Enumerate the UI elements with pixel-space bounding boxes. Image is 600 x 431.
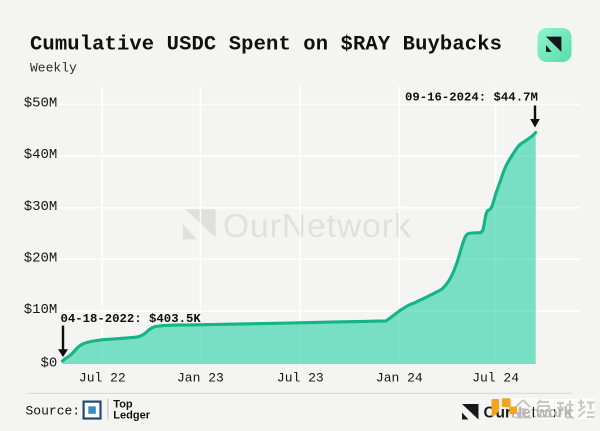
svg-text:Jan 23: Jan 23	[177, 371, 224, 386]
svg-text:Cumulative USDC Spent on $RAY: Cumulative USDC Spent on $RAY Buybacks	[30, 34, 502, 57]
svg-text:Jul 23: Jul 23	[277, 371, 324, 386]
svg-text:OurNetwork: OurNetwork	[223, 208, 412, 245]
svg-text:Jul 22: Jul 22	[79, 371, 126, 386]
svg-text:$0: $0	[40, 355, 57, 371]
svg-text:$40M: $40M	[24, 147, 58, 163]
svg-text:$50M: $50M	[24, 96, 58, 112]
svg-text:04-18-2022: $403.5K: 04-18-2022: $403.5K	[61, 312, 202, 326]
svg-text:09-16-2024: $44.7M: 09-16-2024: $44.7M	[405, 91, 538, 105]
svg-text:Weekly: Weekly	[30, 61, 77, 76]
svg-text:Ledger: Ledger	[113, 410, 150, 422]
svg-text:Source:: Source:	[26, 404, 81, 419]
svg-text:$10M: $10M	[24, 302, 58, 318]
svg-text:Top: Top	[113, 399, 133, 411]
svg-text:$20M: $20M	[24, 250, 58, 266]
svg-text:Jan 24: Jan 24	[376, 371, 423, 386]
svg-text:Jul 24: Jul 24	[472, 371, 519, 386]
svg-text:$30M: $30M	[24, 199, 58, 215]
